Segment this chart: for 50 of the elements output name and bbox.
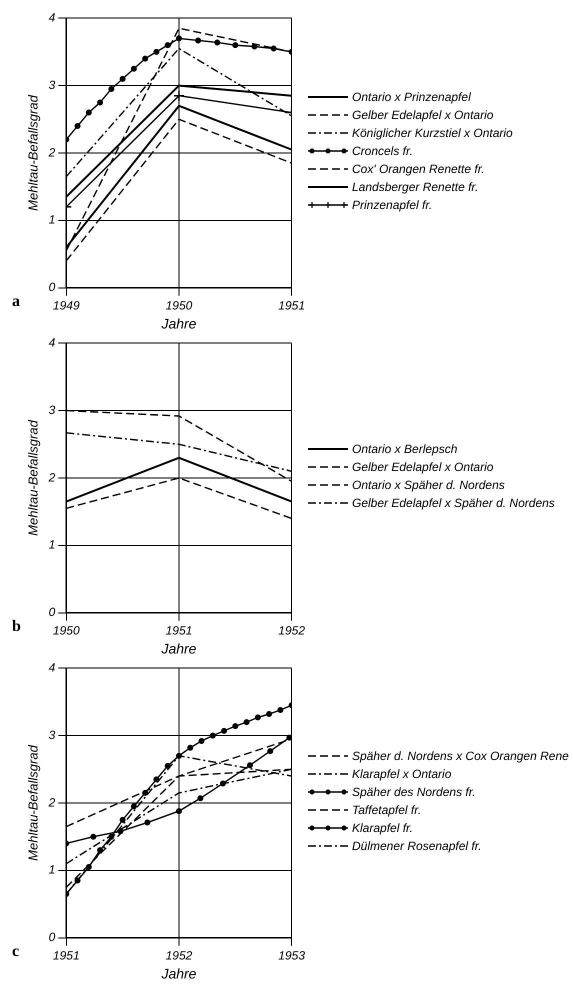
legend-label: Späher des Nordens fr. bbox=[352, 784, 476, 798]
x-tick-label: 1949 bbox=[52, 298, 80, 312]
x-tick-label: 1953 bbox=[278, 948, 306, 962]
x-tick-label: 1951 bbox=[52, 948, 80, 962]
y-tick-label: 4 bbox=[48, 660, 56, 675]
y-axis-title: Mehltau-Befallsgrad bbox=[25, 419, 40, 536]
legend-label: Ontario x Prinzenapfel bbox=[352, 90, 471, 104]
y-tick-label: 0 bbox=[48, 280, 56, 294]
y-tick-label: 0 bbox=[48, 930, 56, 944]
legend-label: Cox' Orangen Renette fr. bbox=[352, 162, 485, 176]
y-tick-label: 3 bbox=[48, 78, 56, 92]
y-axis-title: Mehltau-Befallsgrad bbox=[25, 744, 40, 861]
x-tick-label: 1950 bbox=[52, 623, 80, 638]
y-tick-label: 2 bbox=[48, 470, 56, 484]
legend-label: Croncels fr. bbox=[352, 144, 413, 158]
legend-label: Landsberger Renette fr. bbox=[352, 180, 478, 194]
x-tick-label: 1952 bbox=[278, 623, 306, 638]
x-tick-label: 1952 bbox=[166, 948, 193, 962]
legend-label: Gelber Edelapfel x Ontario bbox=[352, 460, 494, 474]
y-tick-label: 3 bbox=[48, 402, 56, 417]
legend-label: Klarapfel x Ontario bbox=[352, 766, 452, 780]
text: c bbox=[12, 942, 20, 960]
legend-label: Ontario x Späher d. Nordens bbox=[352, 478, 505, 492]
legend-label: Taffetapfel fr. bbox=[352, 802, 422, 816]
legend-label: Gelber Edelapfel x Ontario bbox=[352, 108, 494, 122]
x-axis-title: Jahre bbox=[160, 315, 197, 332]
y-tick-label: 1 bbox=[48, 862, 56, 877]
legend-label: Ontario x Berlepsch bbox=[352, 442, 458, 456]
text: a bbox=[12, 292, 20, 310]
x-tick-label: 1950 bbox=[166, 298, 193, 312]
x-tick-label: 1951 bbox=[278, 298, 306, 312]
legend-label: Späher d. Nordens x Cox Orangen Rene bbox=[352, 748, 569, 762]
x-axis-title: Jahre bbox=[160, 640, 197, 656]
legend-label: Prinzenapfel fr. bbox=[352, 198, 432, 212]
y-tick-label: 1 bbox=[48, 212, 56, 227]
y-axis-title: Mehltau-Befallsgrad bbox=[25, 94, 40, 211]
x-tick-label: 1951 bbox=[166, 623, 192, 638]
legend-label: Königlicher Kurzstiel x Ontario bbox=[352, 126, 513, 140]
y-tick-label: 4 bbox=[48, 336, 56, 350]
y-tick-label: 0 bbox=[48, 605, 56, 620]
text: b bbox=[12, 618, 21, 635]
legend-label: Gelber Edelapfel x Späher d. Nordens bbox=[352, 496, 555, 510]
x-axis-title: Jahre bbox=[160, 965, 197, 982]
legend-label: Klarapfel fr. bbox=[352, 820, 413, 834]
y-tick-label: 2 bbox=[48, 795, 56, 810]
y-tick-label: 4 bbox=[48, 10, 56, 25]
legend-label: Dülmener Rosenapfel fr. bbox=[352, 838, 482, 852]
y-tick-label: 2 bbox=[48, 145, 56, 160]
y-tick-label: 3 bbox=[48, 728, 56, 742]
y-tick-label: 1 bbox=[48, 538, 56, 552]
